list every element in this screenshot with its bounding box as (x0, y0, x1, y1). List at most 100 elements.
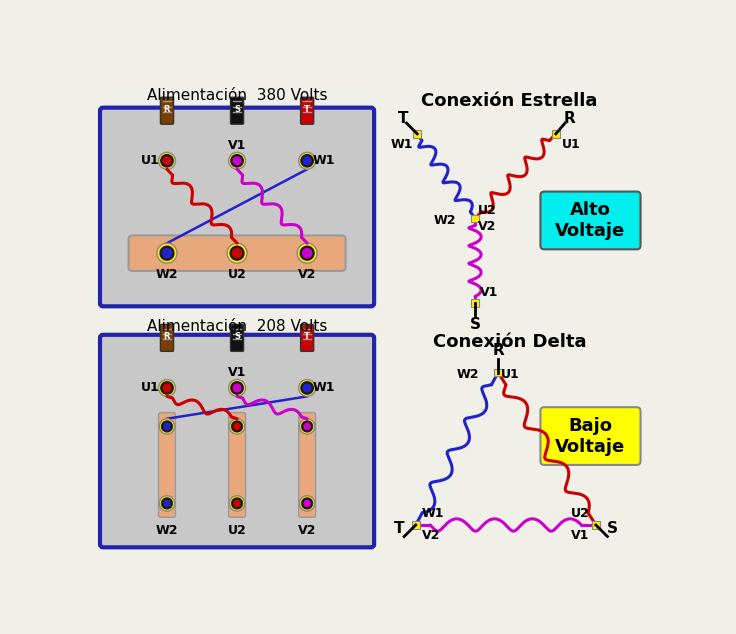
Circle shape (229, 380, 246, 396)
Circle shape (233, 157, 241, 165)
Circle shape (232, 498, 242, 509)
Circle shape (157, 243, 177, 263)
Text: Conexión Delta: Conexión Delta (433, 333, 587, 351)
Text: R: R (163, 105, 170, 113)
Text: W2: W2 (457, 368, 480, 380)
Circle shape (158, 380, 175, 396)
Text: U1: U1 (141, 382, 160, 394)
Circle shape (159, 418, 174, 434)
Bar (471, 299, 479, 307)
Circle shape (300, 246, 314, 260)
Bar (552, 130, 559, 138)
FancyBboxPatch shape (540, 191, 640, 249)
Circle shape (163, 249, 171, 258)
Text: Alto
Voltaje: Alto Voltaje (556, 202, 626, 240)
Text: W1: W1 (313, 382, 336, 394)
Bar (414, 130, 421, 138)
Circle shape (161, 155, 173, 167)
Text: R: R (492, 344, 504, 358)
FancyBboxPatch shape (129, 235, 346, 271)
FancyBboxPatch shape (160, 325, 174, 351)
Circle shape (301, 155, 314, 167)
Bar (412, 521, 420, 529)
Circle shape (234, 500, 240, 507)
Circle shape (230, 418, 245, 434)
Circle shape (161, 382, 173, 394)
Text: U2: U2 (478, 204, 497, 217)
Text: V2: V2 (478, 220, 497, 233)
FancyBboxPatch shape (540, 407, 640, 465)
Bar (471, 215, 479, 223)
Text: U1: U1 (501, 368, 520, 380)
Circle shape (299, 380, 316, 396)
Circle shape (158, 152, 175, 169)
Text: W1: W1 (313, 154, 336, 167)
Circle shape (160, 246, 174, 260)
Circle shape (164, 500, 170, 507)
Circle shape (302, 249, 312, 258)
FancyBboxPatch shape (300, 325, 314, 351)
Text: V1: V1 (571, 529, 590, 542)
Text: U2: U2 (227, 524, 247, 537)
FancyBboxPatch shape (100, 108, 374, 306)
Circle shape (302, 498, 313, 509)
Circle shape (230, 496, 245, 511)
Text: S: S (470, 317, 481, 332)
Text: T: T (304, 332, 310, 341)
Text: V2: V2 (298, 268, 316, 281)
Circle shape (234, 424, 240, 429)
Text: W1: W1 (422, 507, 445, 520)
Text: Alimentación  380 Volts: Alimentación 380 Volts (146, 88, 328, 103)
Text: V1: V1 (228, 366, 247, 379)
Text: V1: V1 (228, 139, 247, 152)
Circle shape (231, 382, 243, 394)
Text: U1: U1 (141, 154, 160, 167)
Circle shape (232, 421, 242, 432)
Text: T: T (398, 111, 408, 126)
Text: Bajo
Voltaje: Bajo Voltaje (556, 417, 626, 456)
FancyBboxPatch shape (230, 325, 244, 351)
Circle shape (163, 384, 171, 392)
Text: S: S (234, 332, 240, 341)
Text: R: R (163, 332, 170, 341)
Circle shape (304, 500, 310, 507)
Text: S: S (234, 105, 240, 113)
Text: S: S (607, 521, 618, 536)
Text: V2: V2 (298, 524, 316, 537)
FancyBboxPatch shape (160, 97, 174, 124)
FancyBboxPatch shape (300, 97, 314, 124)
Text: U2: U2 (571, 507, 590, 520)
Circle shape (159, 496, 174, 511)
Text: Alimentación  208 Volts: Alimentación 208 Volts (147, 319, 328, 334)
Circle shape (303, 157, 311, 165)
FancyBboxPatch shape (230, 97, 244, 124)
Circle shape (162, 498, 172, 509)
Circle shape (227, 243, 247, 263)
FancyBboxPatch shape (100, 335, 374, 547)
Bar (495, 369, 502, 377)
Text: U1: U1 (562, 138, 581, 151)
Circle shape (300, 496, 315, 511)
Text: W2: W2 (434, 214, 456, 226)
Circle shape (233, 249, 241, 258)
Text: W1: W1 (391, 138, 413, 151)
FancyBboxPatch shape (158, 413, 175, 517)
Text: V2: V2 (422, 529, 440, 542)
Text: V1: V1 (480, 286, 498, 299)
Circle shape (304, 424, 310, 429)
Circle shape (164, 424, 170, 429)
Text: W2: W2 (156, 524, 178, 537)
Text: W2: W2 (156, 268, 178, 281)
FancyBboxPatch shape (229, 413, 246, 517)
Text: T: T (304, 105, 310, 113)
Circle shape (302, 421, 313, 432)
Bar (592, 521, 600, 529)
Text: Conexión Estrella: Conexión Estrella (422, 92, 598, 110)
Circle shape (297, 243, 317, 263)
Text: U2: U2 (227, 268, 247, 281)
Circle shape (300, 418, 315, 434)
Circle shape (303, 384, 311, 392)
Circle shape (229, 152, 246, 169)
FancyBboxPatch shape (299, 413, 316, 517)
Circle shape (301, 382, 314, 394)
